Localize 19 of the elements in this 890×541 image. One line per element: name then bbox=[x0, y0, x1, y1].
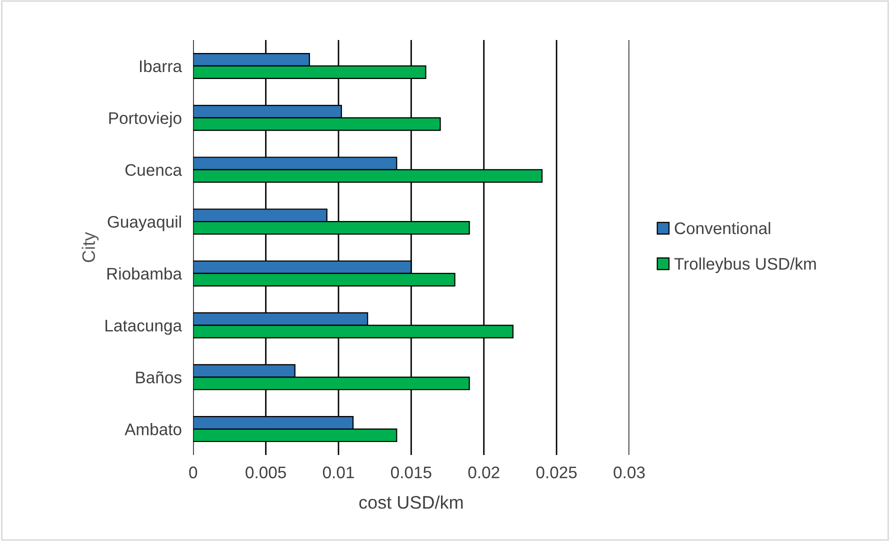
y-tick-label: Guayaquil bbox=[108, 216, 181, 232]
y-axis-title: City bbox=[82, 232, 99, 262]
y-tick-label: Cuenca bbox=[125, 164, 182, 176]
x-tick-label: 0.005 bbox=[246, 466, 286, 478]
y-tick-label: Ibarra bbox=[140, 60, 182, 72]
y-tick-label: Baños bbox=[136, 371, 182, 384]
y-tick-label: Riobamba bbox=[107, 267, 182, 280]
x-axis-title: cost USD/km bbox=[359, 496, 463, 509]
x-tick-label: 0 bbox=[189, 466, 198, 478]
x-tick-label: 0.02 bbox=[468, 466, 500, 478]
y-tick-label: Portoviejo bbox=[109, 112, 182, 128]
x-tick-label: 0.01 bbox=[322, 466, 354, 478]
y-tick-label: Latacunga bbox=[106, 320, 182, 335]
legend-label: Trolleybus USD/km bbox=[674, 258, 816, 274]
x-tick-label: 0.03 bbox=[614, 466, 645, 478]
x-tick-label: 0.025 bbox=[536, 466, 577, 478]
legend-label: Conventional bbox=[674, 222, 770, 234]
y-tick-label: Ambato bbox=[124, 423, 182, 436]
x-tick-label: 0.015 bbox=[390, 466, 432, 478]
